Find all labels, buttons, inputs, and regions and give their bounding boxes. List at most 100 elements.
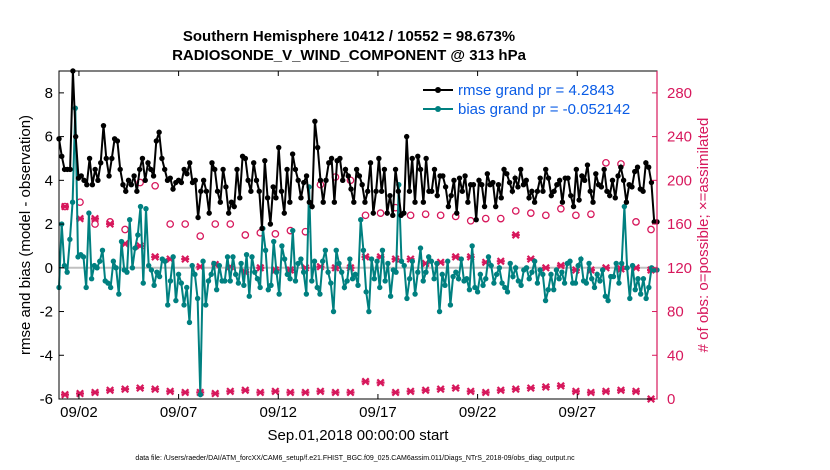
obs-assimilated-low-marker bbox=[121, 385, 130, 394]
data-point-bias bbox=[129, 265, 136, 271]
data-point-bias bbox=[589, 276, 595, 282]
data-point-rmse bbox=[223, 184, 229, 190]
data-point-rmse bbox=[551, 188, 557, 194]
obs-assimilated-low-marker bbox=[60, 390, 69, 399]
data-point-rmse bbox=[81, 177, 87, 184]
obs-possible-marker bbox=[421, 210, 430, 219]
data-point-rmse bbox=[337, 155, 343, 162]
data-point-rmse bbox=[543, 166, 549, 173]
data-point-rmse bbox=[120, 182, 126, 188]
data-point-rmse bbox=[429, 188, 435, 194]
data-point-rmse bbox=[250, 160, 257, 166]
obs-assimilated-low-marker bbox=[586, 388, 595, 397]
data-point-bias bbox=[483, 276, 489, 282]
data-point-rmse bbox=[356, 173, 363, 179]
data-point-rmse bbox=[465, 199, 471, 205]
data-point-bias bbox=[618, 260, 625, 267]
data-point-bias bbox=[401, 262, 407, 269]
y-tick-label-right: 200 bbox=[667, 172, 692, 189]
data-point-rmse bbox=[456, 175, 463, 181]
data-point-rmse bbox=[142, 177, 148, 184]
obs-possible-marker bbox=[541, 211, 550, 220]
data-point-bias bbox=[213, 286, 220, 293]
data-point-bias bbox=[97, 258, 103, 264]
data-point-rmse bbox=[609, 177, 616, 184]
data-point-rmse bbox=[509, 188, 516, 194]
data-point-bias bbox=[262, 247, 269, 254]
obs-assimilated-marker bbox=[106, 220, 115, 229]
data-point-bias bbox=[453, 269, 459, 275]
data-point-rmse bbox=[306, 199, 313, 205]
x-tick-label: 09/27 bbox=[558, 404, 596, 421]
obs-assimilated-low-marker bbox=[106, 386, 115, 395]
obs-possible-marker bbox=[211, 220, 220, 228]
data-point-bias bbox=[338, 269, 345, 275]
data-point-bias bbox=[504, 289, 511, 295]
data-point-rmse bbox=[212, 166, 218, 173]
data-point-bias bbox=[488, 262, 494, 269]
data-point-rmse bbox=[323, 177, 329, 184]
data-point-rmse bbox=[195, 214, 201, 221]
data-point-bias bbox=[469, 243, 475, 249]
data-point-bias bbox=[439, 271, 445, 278]
data-point-rmse bbox=[401, 210, 407, 216]
data-point-rmse bbox=[587, 188, 593, 194]
data-point-rmse bbox=[317, 177, 324, 184]
data-point-rmse bbox=[490, 179, 496, 186]
data-point-bias bbox=[472, 284, 478, 291]
data-point-rmse bbox=[192, 177, 198, 184]
data-point-rmse bbox=[412, 199, 418, 205]
data-point-bias bbox=[640, 276, 647, 282]
data-point-rmse bbox=[590, 199, 596, 205]
data-point-bias bbox=[624, 265, 630, 271]
legend-marker-bias bbox=[435, 106, 441, 112]
data-point-rmse bbox=[92, 166, 98, 173]
data-point-rmse bbox=[340, 177, 346, 184]
data-point-bias bbox=[135, 232, 141, 238]
data-point-rmse bbox=[526, 195, 532, 201]
data-point-rmse bbox=[601, 166, 607, 173]
data-point-bias bbox=[455, 276, 462, 282]
data-point-rmse bbox=[523, 177, 529, 184]
data-point-rmse bbox=[312, 118, 318, 124]
data-point-bias bbox=[69, 199, 76, 205]
data-point-rmse bbox=[148, 166, 154, 173]
data-point-bias bbox=[556, 276, 562, 282]
data-point-bias bbox=[298, 256, 304, 262]
data-point-bias bbox=[330, 308, 337, 315]
data-point-bias bbox=[398, 258, 405, 264]
obs-possible-marker bbox=[511, 207, 520, 215]
data-point-bias bbox=[230, 254, 236, 260]
obs-possible-marker bbox=[136, 178, 144, 187]
data-point-bias bbox=[526, 276, 532, 282]
data-point-rmse bbox=[331, 199, 338, 205]
data-point-rmse bbox=[159, 155, 165, 162]
data-point-rmse bbox=[225, 210, 232, 216]
data-point-rmse bbox=[623, 199, 630, 205]
data-point-rmse bbox=[278, 188, 285, 194]
data-point-bias bbox=[632, 286, 638, 293]
data-point-bias bbox=[178, 280, 185, 286]
data-point-rmse bbox=[640, 188, 646, 194]
data-point-rmse bbox=[470, 182, 477, 188]
data-point-bias bbox=[531, 258, 538, 264]
data-point-bias bbox=[80, 254, 87, 260]
data-point-bias bbox=[599, 267, 606, 273]
data-point-rmse bbox=[534, 188, 541, 194]
data-point-rmse bbox=[214, 188, 221, 194]
obs-assimilated-low-marker bbox=[541, 382, 550, 391]
data-point-bias bbox=[140, 280, 146, 286]
data-point-rmse bbox=[248, 188, 254, 194]
data-point-bias bbox=[480, 282, 486, 288]
obs-assimilated-low-marker bbox=[421, 386, 430, 395]
data-point-rmse bbox=[253, 177, 260, 184]
obs-assimilated-low-marker bbox=[286, 388, 295, 397]
data-point-rmse bbox=[326, 160, 332, 166]
obs-assimilated-low-marker bbox=[376, 378, 385, 387]
data-point-bias bbox=[132, 245, 138, 251]
data-point-rmse bbox=[167, 175, 173, 181]
y-tick-label-right: 120 bbox=[667, 260, 692, 277]
data-point-rmse bbox=[237, 195, 243, 201]
data-point-bias bbox=[336, 260, 342, 267]
data-point-bias bbox=[241, 282, 247, 288]
